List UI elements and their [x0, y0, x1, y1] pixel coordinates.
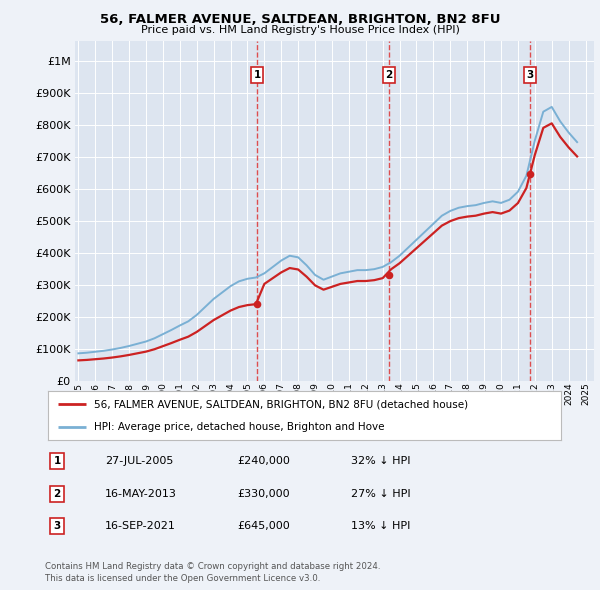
- Text: 3: 3: [53, 522, 61, 531]
- Text: 1: 1: [253, 70, 260, 80]
- Text: £240,000: £240,000: [237, 457, 290, 466]
- Text: Price paid vs. HM Land Registry's House Price Index (HPI): Price paid vs. HM Land Registry's House …: [140, 25, 460, 35]
- Text: 56, FALMER AVENUE, SALTDEAN, BRIGHTON, BN2 8FU: 56, FALMER AVENUE, SALTDEAN, BRIGHTON, B…: [100, 13, 500, 26]
- Text: £330,000: £330,000: [237, 489, 290, 499]
- Text: 2: 2: [385, 70, 392, 80]
- Text: 27-JUL-2005: 27-JUL-2005: [105, 457, 173, 466]
- Text: Contains HM Land Registry data © Crown copyright and database right 2024.
This d: Contains HM Land Registry data © Crown c…: [45, 562, 380, 583]
- Text: 2: 2: [53, 489, 61, 499]
- Text: 3: 3: [526, 70, 533, 80]
- Text: HPI: Average price, detached house, Brighton and Hove: HPI: Average price, detached house, Brig…: [94, 422, 385, 432]
- Text: 13% ↓ HPI: 13% ↓ HPI: [351, 522, 410, 531]
- Text: £645,000: £645,000: [237, 522, 290, 531]
- Text: 56, FALMER AVENUE, SALTDEAN, BRIGHTON, BN2 8FU (detached house): 56, FALMER AVENUE, SALTDEAN, BRIGHTON, B…: [94, 399, 468, 409]
- Text: 16-SEP-2021: 16-SEP-2021: [105, 522, 176, 531]
- Text: 16-MAY-2013: 16-MAY-2013: [105, 489, 177, 499]
- Text: 27% ↓ HPI: 27% ↓ HPI: [351, 489, 410, 499]
- Text: 32% ↓ HPI: 32% ↓ HPI: [351, 457, 410, 466]
- Text: 1: 1: [53, 457, 61, 466]
